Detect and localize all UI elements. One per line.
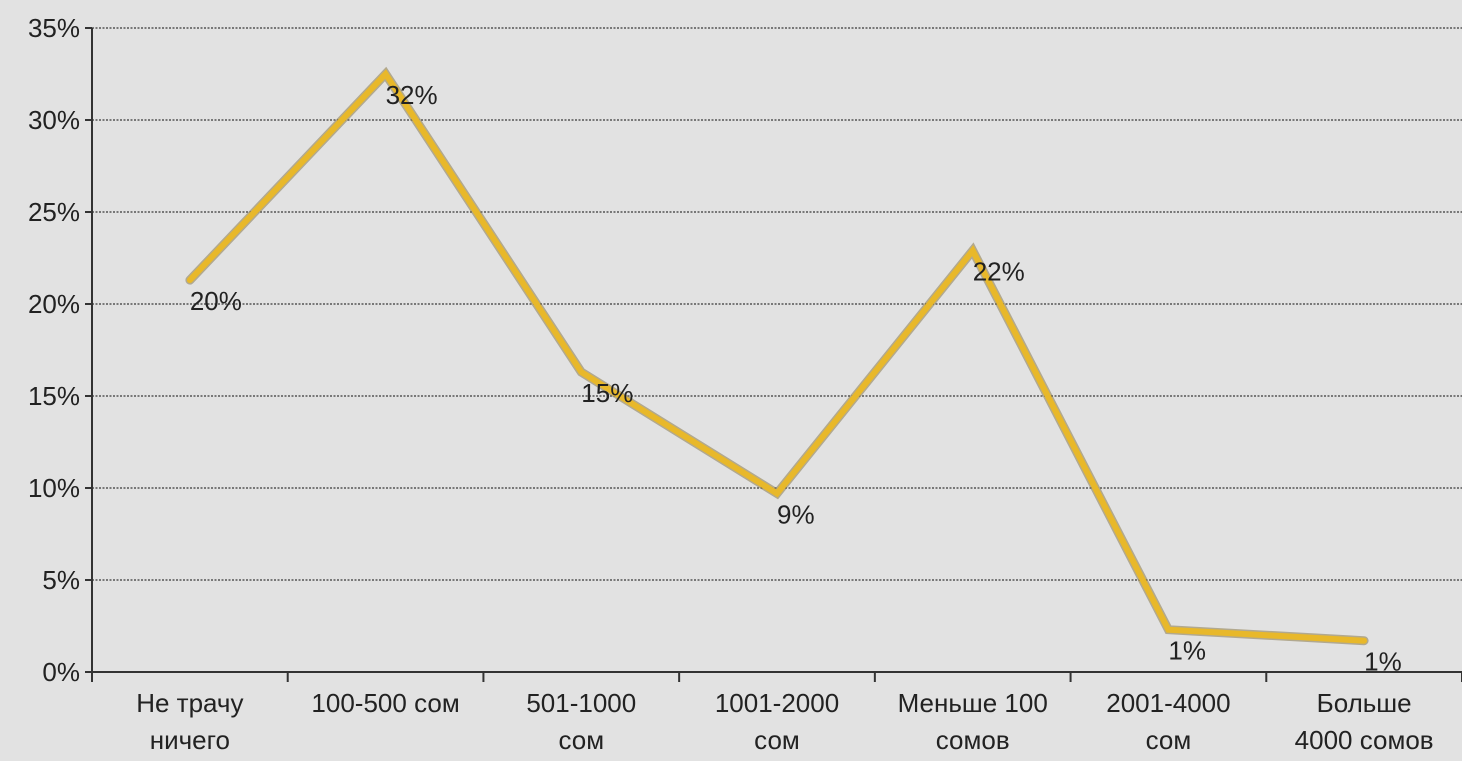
y-tick-label: 10% [28, 473, 80, 503]
y-tick-label: 20% [28, 289, 80, 319]
data-label: 9% [777, 500, 815, 530]
data-label: 1% [1168, 636, 1206, 666]
axes [85, 28, 1462, 682]
y-tick-label: 25% [28, 197, 80, 227]
series [190, 74, 1364, 641]
series-line-shadow [190, 74, 1364, 641]
data-labels: 20% 32% 15% 9% 22% 1% 1% [190, 80, 1402, 677]
y-tick-label: 15% [28, 381, 80, 411]
y-tick-label: 5% [42, 565, 80, 595]
data-label: 32% [386, 80, 438, 110]
data-label: 15% [581, 378, 633, 408]
y-tick-label: 30% [28, 105, 80, 135]
data-label: 1% [1364, 647, 1402, 677]
series-line [190, 74, 1364, 641]
y-tick-label: 35% [28, 13, 80, 43]
x-tick-label: 100-500 сом [311, 688, 459, 718]
y-tick-labels: 0% 5% 10% 15% 20% 25% 30% 35% [28, 13, 80, 687]
y-tick-label: 0% [42, 657, 80, 687]
data-label: 20% [190, 286, 242, 316]
data-label: 22% [973, 257, 1025, 287]
